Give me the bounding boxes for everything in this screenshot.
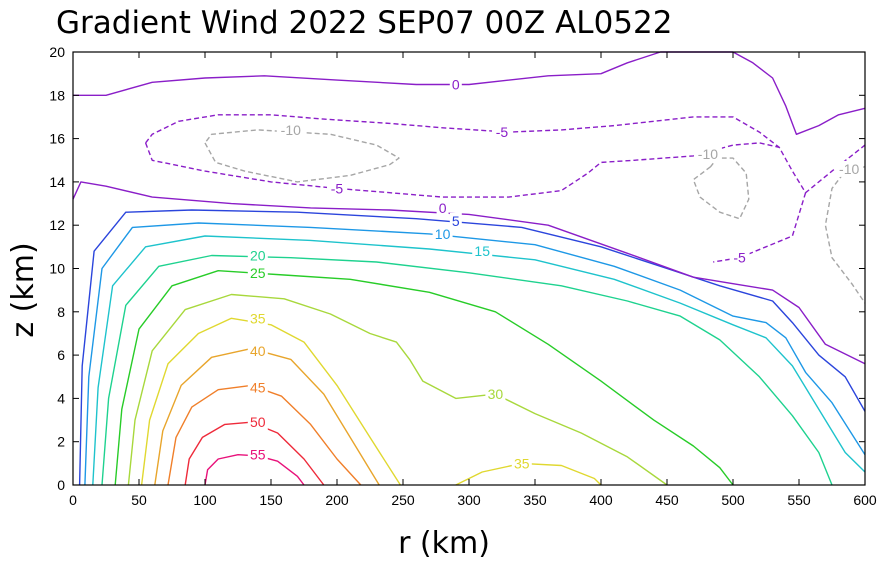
contour-label-bg <box>247 446 268 463</box>
contour-lines <box>72 51 866 486</box>
y-tick-label: 12 <box>49 217 65 233</box>
contour-label-bg <box>436 199 449 216</box>
contour-label: 35 <box>250 310 266 326</box>
y-tick-label: 6 <box>57 347 65 363</box>
x-tick-label: 450 <box>655 492 679 508</box>
x-tick-label: 200 <box>325 492 349 508</box>
contour-line-0 <box>72 181 866 365</box>
contour-label-bg <box>511 455 532 472</box>
x-axis-ticks: 0 50 100 150 200 250 300 350 400 450 500 550 600 <box>69 52 877 508</box>
x-tick-label: 0 <box>69 492 77 508</box>
plot-frame <box>72 51 866 486</box>
x-axis-label: r (km) <box>398 526 490 561</box>
chart-title: Gradient Wind 2022 SEP07 00Z AL0522 <box>56 5 672 41</box>
x-tick-label: 500 <box>721 492 745 508</box>
contour-label-bg <box>693 145 722 162</box>
contour-label-bg <box>485 386 506 403</box>
x-tick-label: 550 <box>787 492 811 508</box>
contour-label: 30 <box>488 386 504 402</box>
contour-label-bg <box>432 225 453 242</box>
contour-label: -5 <box>331 180 344 196</box>
contour-label: 0 <box>439 200 447 216</box>
contour-label-bg <box>247 264 268 281</box>
y-tick-label: 0 <box>57 477 65 493</box>
contour-line-0 <box>73 51 866 135</box>
x-tick-label: 300 <box>457 492 481 508</box>
contour-label-bg <box>492 124 512 141</box>
contour-label-bg <box>247 247 268 264</box>
y-tick-label: 18 <box>49 87 65 103</box>
x-tick-label: 250 <box>391 492 415 508</box>
contour-label: 25 <box>250 265 266 281</box>
y-tick-label: 14 <box>49 174 65 190</box>
contour-label: 55 <box>250 447 266 463</box>
y-axis-ticks: 0 2 4 6 8 10 12 14 16 18 20 <box>49 44 865 493</box>
contour-line--5 <box>145 114 780 148</box>
contour-line--10 <box>692 157 750 220</box>
contour-label-bg <box>449 212 462 229</box>
contour-label: 50 <box>250 414 266 430</box>
contour-label: 0 <box>452 76 460 92</box>
x-tick-label: 100 <box>193 492 217 508</box>
contour-line-15 <box>92 235 866 486</box>
contour-label-bg <box>449 76 462 93</box>
y-tick-label: 2 <box>57 434 65 450</box>
y-tick-label: 4 <box>57 390 65 406</box>
contour-line-30 <box>127 293 668 486</box>
y-tick-label: 20 <box>49 44 65 60</box>
contour-label: -10 <box>281 122 301 138</box>
contour-label: -10 <box>698 146 718 162</box>
x-tick-label: 350 <box>523 492 547 508</box>
contour-line--5 <box>144 142 866 198</box>
contour-label: -5 <box>496 124 509 140</box>
x-tick-label: 400 <box>589 492 613 508</box>
contour-line--10 <box>824 166 866 304</box>
contour-label-bg <box>276 121 305 138</box>
contour-label: 10 <box>435 226 451 242</box>
contour-label: 5 <box>452 213 460 229</box>
contour-label: -10 <box>839 161 859 177</box>
x-tick-label: 50 <box>131 492 147 508</box>
contour-label: 40 <box>250 343 266 359</box>
contour-label: 45 <box>250 380 266 396</box>
contour-label: -5 <box>733 250 746 266</box>
contour-line-50 <box>184 421 325 486</box>
x-tick-label: 600 <box>853 492 877 508</box>
x-tick-label: 150 <box>259 492 283 508</box>
contour-label-bg <box>247 342 268 359</box>
contour-label-bg <box>472 243 493 260</box>
contour-label: 15 <box>474 243 490 259</box>
contour-label: 20 <box>250 248 266 264</box>
contour-line--5 <box>713 192 807 263</box>
y-tick-label: 16 <box>49 131 65 147</box>
y-tick-label: 8 <box>57 304 65 320</box>
contour-label-bg <box>247 379 268 396</box>
contour-label-bg <box>327 180 347 197</box>
contour-line-25 <box>114 270 734 486</box>
contour-line-10 <box>84 222 866 486</box>
contour-label-bg <box>729 249 750 266</box>
y-axis-label: z (km) <box>6 242 41 337</box>
contour-label-bg <box>835 160 864 177</box>
contour-line-45 <box>167 384 362 486</box>
contour-line-35 <box>455 462 602 486</box>
contour-label: 35 <box>514 455 530 471</box>
contour-line-20 <box>101 254 833 486</box>
y-tick-label: 10 <box>49 261 65 277</box>
contour-label-bg <box>247 310 268 327</box>
contour-label-bg <box>247 414 268 431</box>
contour-line-5 <box>78 209 866 486</box>
